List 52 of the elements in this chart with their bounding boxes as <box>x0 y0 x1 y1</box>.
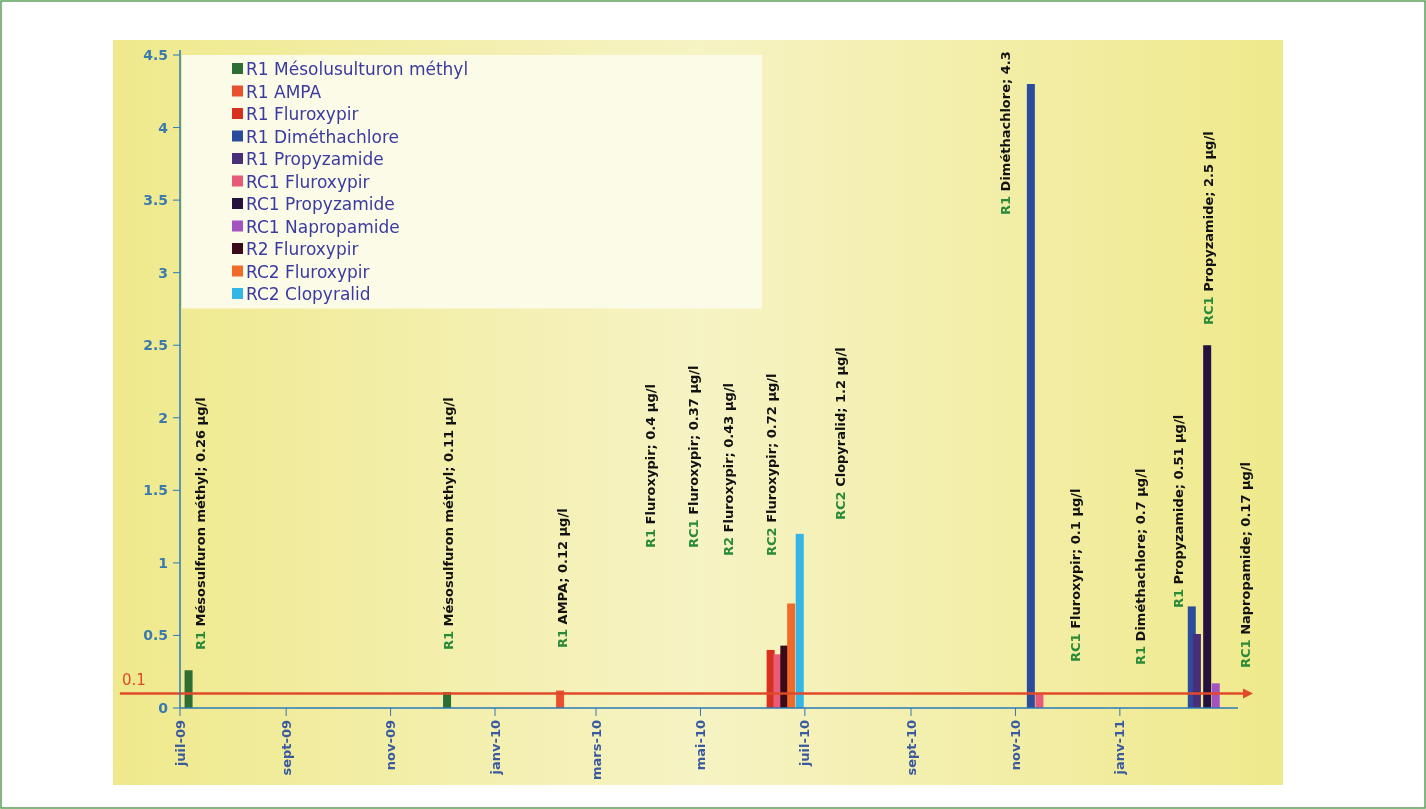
annotation: RC2 Clopyralid; 1.2 µg/l <box>832 347 848 520</box>
y-tick-label: 3.5 <box>143 192 168 209</box>
bar <box>787 603 796 708</box>
x-tick-label: janv-10 <box>487 720 503 776</box>
x-tick-label: juil-10 <box>797 720 813 768</box>
x-tick-label: sept-09 <box>278 720 294 776</box>
legend-label: RC1 Fluroxypir <box>246 171 370 192</box>
bar <box>795 533 804 708</box>
annotation: R1 Diméthachlore; 4.3 <box>997 51 1013 215</box>
x-tick-label: juil-09 <box>172 720 188 768</box>
annotation: R1 AMPA; 0.12 µg/l <box>554 508 570 648</box>
legend-label: R1 AMPA <box>246 81 322 102</box>
ref-line-label: 0.1 <box>122 671 146 690</box>
x-tick-label: mars-10 <box>588 720 604 780</box>
legend-label: R1 Propyzamide <box>246 149 384 169</box>
x-tick-label: nov-09 <box>383 720 399 771</box>
annotation: R1 Diméthachlore; 0.7 µg/l <box>1132 468 1148 665</box>
y-tick-label: 1.5 <box>143 482 168 499</box>
annotation: RC1 Napropamide; 0.17 µg/l <box>1237 461 1253 668</box>
x-tick-label: mai-10 <box>692 720 708 771</box>
legend-label: R1 Diméthachlore <box>246 126 400 147</box>
annotation: RC1 Fluroxypir; 0.37 µg/l <box>685 365 701 548</box>
annotation: RC1 Fluroxypir; 0.1 µg/l <box>1067 488 1083 662</box>
y-tick-label: 3 <box>158 264 168 281</box>
annotation: RC2 Fluroxypir; 0.72 µg/l <box>763 373 779 556</box>
annotation: R1 Fluroxypir; 0.4 µg/l <box>642 384 658 548</box>
legend-label: R1 Fluroxypir <box>246 104 359 124</box>
y-tick-label: 2.5 <box>143 337 168 354</box>
annotation: RC1 Propyzamide; 2.5 µg/l <box>1200 131 1216 325</box>
x-tick-label: janv-11 <box>1112 720 1128 776</box>
legend-label: RC2 Fluroxypir <box>246 261 370 282</box>
y-tick-label: 0.5 <box>143 627 168 644</box>
y-tick-label: 1 <box>158 554 168 571</box>
x-tick-label: nov-10 <box>1007 720 1023 771</box>
bar <box>184 670 193 708</box>
legend-label: RC1 Napropamide <box>246 216 400 237</box>
y-tick-label: 4 <box>158 119 169 136</box>
legend-label: RC1 Propyzamide <box>246 194 395 214</box>
bar <box>1203 345 1212 708</box>
y-tick-label: 0 <box>158 700 169 716</box>
y-tick-label: 2 <box>158 409 168 426</box>
legend-label: R1 Mésolusulturon méthyl <box>246 59 469 79</box>
legend-label: RC2 Clopyralid <box>246 284 371 304</box>
x-tick-label: sept-10 <box>903 720 919 776</box>
bar <box>1192 633 1201 708</box>
annotation: R1 Mésosulfuron méthyl; 0.11 µg/l <box>440 397 456 650</box>
y-tick-label: 4.5 <box>143 47 168 63</box>
annotation: R1 Propyzamide; 0.51 µg/l <box>1170 414 1186 608</box>
annotation: R2 Fluroxypir; 0.43 µg/l <box>720 383 736 556</box>
annotation: R1 Mésosulfuron méthyl; 0.26 µg/l <box>192 397 208 650</box>
bar <box>1026 84 1035 708</box>
legend-label: R2 Fluroxypir <box>246 239 359 259</box>
